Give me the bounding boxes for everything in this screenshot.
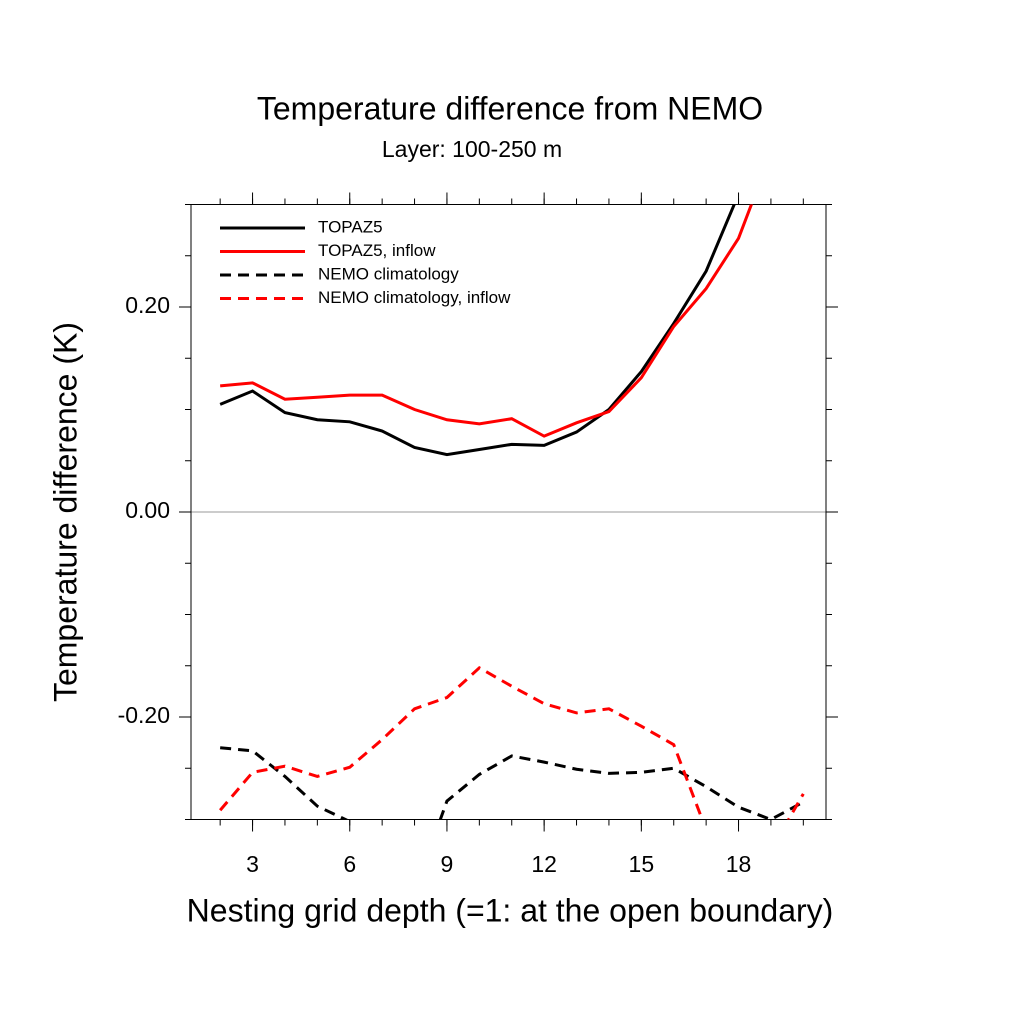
x-tick-label: 9 xyxy=(441,851,454,877)
x-tick-label: 12 xyxy=(531,851,557,877)
series-line xyxy=(220,746,805,820)
plot-frame xyxy=(190,204,827,820)
chart-title: Temperature difference from NEMO xyxy=(257,90,763,126)
x-tick-label: 18 xyxy=(726,851,752,877)
y-tick-label: -0.20 xyxy=(118,702,170,728)
x-tick-label: 3 xyxy=(246,851,259,877)
series-line xyxy=(219,204,736,457)
x-tick-label: 15 xyxy=(629,851,655,877)
x-axis-label: Nesting grid depth (=1: at the open boun… xyxy=(187,892,834,928)
legend-label: TOPAZ5 xyxy=(318,217,383,236)
y-axis-label: Temperature difference (K) xyxy=(47,322,83,702)
series-line xyxy=(219,665,805,820)
legend-label: NEMO climatology xyxy=(318,264,459,283)
y-tick-label: 0.20 xyxy=(125,292,170,318)
series-line xyxy=(220,204,754,438)
legend-label: TOPAZ5, inflow xyxy=(318,241,436,260)
y-tick-label: 0.00 xyxy=(125,497,170,523)
legend-label: NEMO climatology, inflow xyxy=(318,288,511,307)
x-tick-label: 6 xyxy=(343,851,356,877)
plot-lines xyxy=(219,204,805,820)
chart-subtitle: Layer: 100-250 m xyxy=(382,136,562,162)
